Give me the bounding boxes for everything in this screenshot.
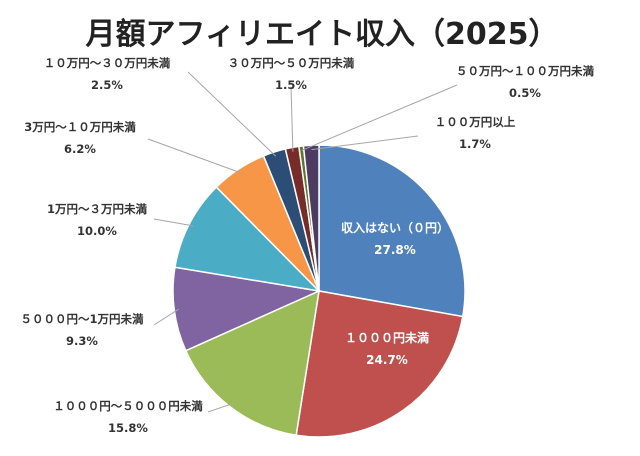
slice-value-9: 0.5%: [509, 86, 541, 100]
leader-line-8: [290, 86, 294, 152]
pie-slice-3: [184, 289, 320, 437]
slice-label-10: １００万円以上: [435, 115, 516, 129]
chart-title: 月額アフィリエイト収入（2025）: [86, 17, 559, 52]
slice-label-9: ５０万円～１００万円未満: [456, 64, 594, 78]
pie-slice-5: [174, 186, 322, 293]
slice-labels: 収入はない（０円） 27.8% １０００円未満 24.7% １０００円～５０００円未満 1…: [20, 56, 594, 435]
leader-line-10: [311, 135, 419, 151]
pie-slice-10: [302, 144, 320, 292]
slice-value-1: 27.8%: [374, 243, 416, 257]
slice-value-7: 2.5%: [91, 78, 123, 92]
slice-label-5: 1万円～３万円未満: [47, 202, 148, 216]
slice-label-2: １０００円未満: [345, 330, 429, 345]
slice-value-6: 6.2%: [64, 142, 96, 156]
slice-label-8: ３０万円～５０万円未満: [228, 56, 355, 70]
leader-line-5: [153, 218, 194, 227]
leader-line-7: [187, 71, 277, 157]
leader-lines: [147, 71, 458, 413]
slice-value-5: 10.0%: [77, 224, 117, 238]
leader-line-3: [207, 402, 234, 413]
leader-line-9: [301, 84, 458, 151]
slice-value-3: 15.8%: [108, 421, 148, 435]
pie-slice-4: [172, 266, 322, 352]
slice-label-6: 3万円～１０万円未満: [24, 120, 136, 134]
pie-slices: [172, 144, 466, 438]
slice-label-4: ５０００円～1万円未満: [20, 312, 144, 326]
pie-slice-2: [295, 290, 464, 438]
slice-label-1: 収入はない（０円）: [341, 220, 449, 235]
leader-line-4: [153, 308, 179, 326]
slice-label-7: １０万円～３０万円未満: [44, 56, 171, 70]
pie-slice-1: [318, 144, 466, 318]
slice-value-2: 24.7%: [366, 353, 408, 367]
leader-line-6: [147, 138, 242, 174]
slice-value-10: 1.7%: [459, 137, 491, 151]
slice-value-4: 9.3%: [66, 334, 98, 348]
slice-value-8: 1.5%: [275, 78, 307, 92]
slice-label-3: １０００円～５０００円未満: [53, 399, 203, 413]
